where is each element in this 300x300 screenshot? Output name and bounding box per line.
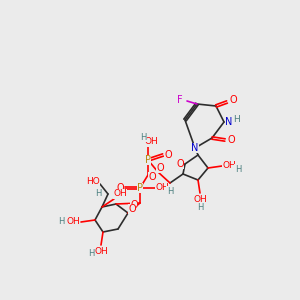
- Text: H: H: [140, 133, 146, 142]
- Text: H: H: [235, 164, 241, 173]
- Text: H: H: [197, 202, 203, 211]
- Text: O: O: [116, 183, 124, 193]
- Text: O: O: [130, 200, 138, 210]
- Text: OH: OH: [193, 196, 207, 205]
- Text: O: O: [128, 204, 136, 214]
- Text: H: H: [232, 116, 239, 124]
- Text: O: O: [229, 95, 237, 105]
- Text: O: O: [227, 135, 235, 145]
- Text: O: O: [164, 150, 172, 160]
- Text: P: P: [137, 183, 143, 193]
- Text: HO: HO: [86, 176, 100, 185]
- Text: OH: OH: [94, 248, 108, 256]
- Text: OH: OH: [155, 184, 169, 193]
- Text: OH: OH: [113, 190, 127, 199]
- Text: H: H: [58, 218, 64, 226]
- Text: N: N: [225, 117, 233, 127]
- Text: OH: OH: [222, 161, 236, 170]
- Text: F: F: [177, 95, 183, 105]
- Text: O: O: [156, 163, 164, 173]
- Text: O: O: [176, 159, 184, 169]
- Text: H: H: [88, 250, 94, 259]
- Text: H: H: [167, 187, 173, 196]
- Text: N: N: [191, 143, 199, 153]
- Text: OH: OH: [66, 218, 80, 226]
- Text: OH: OH: [144, 137, 158, 146]
- Text: H: H: [95, 188, 101, 197]
- Text: O: O: [148, 172, 156, 182]
- Text: P: P: [145, 155, 151, 165]
